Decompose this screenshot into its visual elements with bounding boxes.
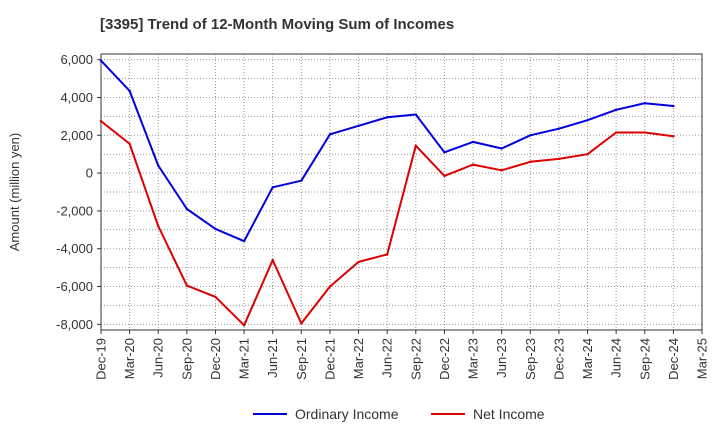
data-point	[300, 322, 303, 325]
data-point	[300, 179, 303, 182]
data-point	[242, 324, 246, 327]
x-tick-label: Mar-20	[122, 338, 137, 379]
data-point	[557, 127, 561, 130]
data-point	[529, 160, 532, 163]
data-point	[414, 144, 418, 147]
data-point	[271, 258, 274, 262]
data-point	[357, 124, 360, 128]
y-tick-label: -6,000	[56, 279, 93, 294]
data-point	[643, 131, 646, 134]
data-point	[586, 118, 589, 122]
chart-title: [3395] Trend of 12-Month Moving Sum of I…	[100, 16, 455, 33]
x-tick-label: Mar-21	[237, 338, 252, 379]
y-tick-label: -4,000	[56, 241, 93, 256]
data-point	[271, 186, 274, 189]
data-point	[328, 285, 332, 288]
data-point	[471, 163, 475, 166]
data-point	[500, 169, 503, 172]
data-point	[128, 89, 131, 93]
x-tick-label: Dec-22	[437, 338, 452, 380]
data-point	[586, 152, 589, 156]
x-tick-label: Dec-20	[208, 338, 223, 380]
data-point	[614, 131, 618, 134]
y-tick-label: -2,000	[56, 203, 93, 218]
data-point	[99, 59, 103, 62]
data-point	[614, 108, 618, 111]
y-tick-label: 0	[86, 166, 93, 181]
data-point	[672, 104, 675, 108]
legend-label-0: Ordinary Income	[295, 406, 399, 422]
y-axis-title: Amount (million yen)	[7, 133, 22, 252]
data-point	[128, 142, 131, 145]
series-lines	[99, 59, 675, 327]
data-point	[214, 295, 217, 299]
x-tick-label: Jun-24	[609, 338, 624, 378]
x-tick-label: Sep-21	[294, 338, 309, 380]
x-tick-label: Dec-19	[94, 338, 109, 380]
y-tick-label: 6,000	[60, 52, 93, 67]
y-tick-label: 2,000	[60, 128, 93, 143]
data-point	[214, 227, 217, 231]
legend: Ordinary Income Net Income	[253, 406, 545, 422]
x-tick-label: Sep-20	[179, 338, 194, 380]
data-point	[385, 253, 389, 256]
x-tick-label: Dec-21	[322, 338, 337, 380]
data-point	[242, 239, 246, 243]
data-point	[443, 151, 446, 154]
x-tick-label: Jun-22	[380, 338, 395, 378]
data-point	[557, 157, 561, 161]
data-point	[185, 284, 189, 287]
data-point	[500, 147, 503, 150]
data-point	[357, 260, 360, 264]
x-tick-label: Mar-23	[466, 338, 481, 379]
x-tick-label: Dec-23	[551, 338, 566, 380]
data-point	[414, 113, 418, 116]
data-point	[443, 174, 446, 178]
y-tick-label: -8,000	[56, 317, 93, 332]
data-point	[643, 101, 646, 105]
data-point	[157, 224, 160, 228]
data-point	[328, 133, 332, 136]
plot-frame	[100, 53, 703, 331]
data-point	[185, 207, 189, 211]
data-point	[157, 164, 160, 167]
x-tick-label: Mar-24	[580, 338, 595, 379]
x-tick-label: Jun-23	[494, 338, 509, 378]
x-tick-label: Sep-22	[408, 338, 423, 380]
x-tick-label: Jun-21	[265, 338, 280, 378]
x-tick-label: Jun-20	[151, 338, 166, 378]
data-point	[99, 119, 103, 123]
x-tick-label: Dec-24	[666, 338, 681, 380]
data-point	[529, 134, 532, 137]
y-tick-label: 4,000	[60, 90, 93, 105]
x-tick-label: Mar-22	[351, 338, 366, 379]
data-point	[672, 135, 675, 138]
data-point	[471, 140, 475, 144]
x-tick-label: Sep-23	[523, 338, 538, 380]
data-point	[385, 116, 389, 119]
x-tick-label: Sep-24	[637, 338, 652, 380]
x-tick-label: Mar-25	[695, 338, 710, 379]
legend-label-1: Net Income	[473, 406, 545, 422]
axes: 6,000 4,000 2,000 0 -2,000 -4,000 -6,000 -8,000…	[56, 52, 709, 380]
